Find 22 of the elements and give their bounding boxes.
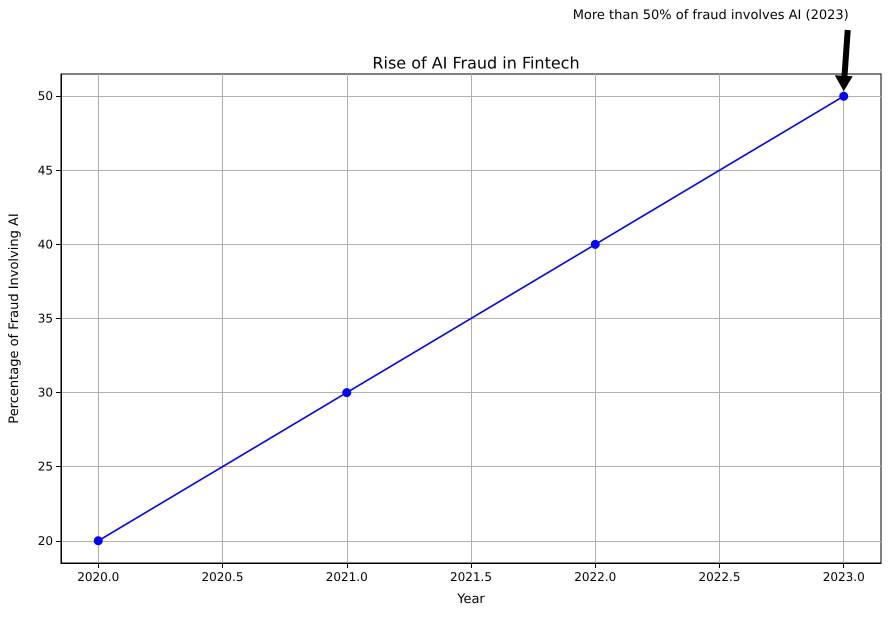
chart-title: Rise of AI Fraud in Fintech <box>372 54 580 72</box>
y-axis-title: Percentage of Fraud Involving AI <box>7 213 22 424</box>
x-tick-label: 2022.0 <box>574 570 616 584</box>
y-tick-label: 20 <box>38 534 53 548</box>
point <box>590 240 600 249</box>
x-tick-label: 2022.5 <box>698 570 740 584</box>
x-tick-label: 2023.0 <box>822 570 865 584</box>
x-axis-title: Year <box>456 592 486 607</box>
y-tick-label: 30 <box>38 386 53 400</box>
point <box>342 388 352 398</box>
x-tick-label: 2021.0 <box>326 570 368 584</box>
y-tick-label: 45 <box>38 163 53 178</box>
x-tick-label: 2021.5 <box>450 570 492 584</box>
y-tick-label: 25 <box>38 460 53 474</box>
point <box>94 536 103 546</box>
y-tick-label: 35 <box>38 312 53 326</box>
point <box>839 92 848 101</box>
x-tick-label: 2020.0 <box>77 570 120 584</box>
text: More than 50% of fraud involves AI (2023) <box>572 8 849 23</box>
y-tick-label: 50 <box>38 89 53 104</box>
y-tick-label: 40 <box>38 237 53 252</box>
x-tick-label: 2020.5 <box>202 570 244 584</box>
